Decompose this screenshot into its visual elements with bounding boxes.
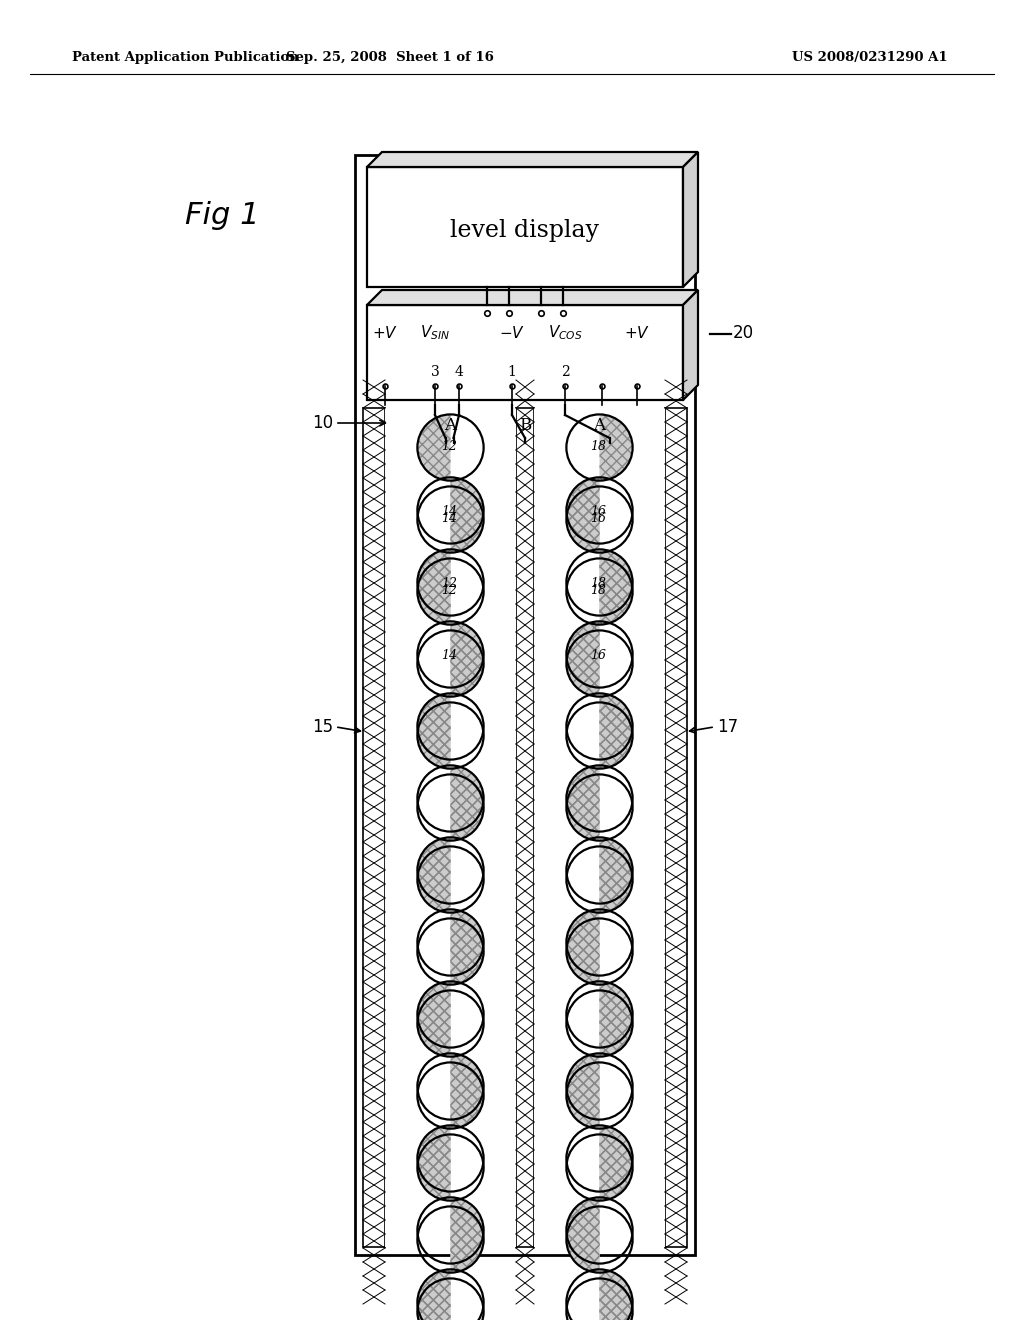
- Wedge shape: [599, 1278, 633, 1320]
- Polygon shape: [367, 152, 698, 168]
- Text: 14: 14: [441, 512, 457, 525]
- Wedge shape: [418, 1270, 451, 1320]
- Wedge shape: [451, 919, 483, 985]
- Text: $V_{COS}$: $V_{COS}$: [548, 323, 583, 342]
- Text: 14: 14: [441, 504, 457, 517]
- Text: 16: 16: [590, 649, 606, 661]
- Wedge shape: [599, 990, 633, 1056]
- Text: 20: 20: [733, 325, 754, 342]
- Text: 16: 16: [590, 512, 606, 525]
- Wedge shape: [566, 1197, 599, 1263]
- Polygon shape: [367, 290, 698, 305]
- Wedge shape: [566, 775, 599, 841]
- Bar: [516, 408, 534, 1247]
- Wedge shape: [451, 622, 483, 688]
- Wedge shape: [566, 1206, 599, 1272]
- Wedge shape: [599, 414, 633, 480]
- Bar: [385, 408, 516, 1247]
- Text: 18: 18: [590, 577, 606, 590]
- Text: 15: 15: [312, 718, 333, 735]
- Wedge shape: [418, 702, 451, 768]
- Bar: [355, 154, 695, 1255]
- Text: Patent Application Publication: Patent Application Publication: [72, 51, 299, 65]
- Text: 17: 17: [717, 718, 738, 735]
- Wedge shape: [566, 1063, 599, 1129]
- Text: 10: 10: [312, 414, 333, 432]
- Wedge shape: [418, 558, 451, 624]
- Wedge shape: [566, 631, 599, 697]
- Wedge shape: [418, 837, 451, 904]
- Wedge shape: [599, 981, 633, 1048]
- Wedge shape: [566, 909, 599, 975]
- Wedge shape: [451, 486, 483, 553]
- Text: A: A: [594, 417, 605, 434]
- Wedge shape: [599, 1270, 633, 1320]
- Text: A: A: [444, 417, 457, 434]
- Text: B: B: [519, 417, 531, 434]
- Text: $-V$: $-V$: [499, 325, 525, 341]
- Bar: [665, 408, 687, 1247]
- Bar: [367, 168, 683, 286]
- Polygon shape: [683, 290, 698, 400]
- Wedge shape: [599, 558, 633, 624]
- Wedge shape: [599, 549, 633, 615]
- Text: 18: 18: [590, 440, 606, 453]
- Text: 18: 18: [590, 583, 606, 597]
- Wedge shape: [566, 486, 599, 553]
- Wedge shape: [566, 622, 599, 688]
- Wedge shape: [451, 1206, 483, 1272]
- Text: 4: 4: [455, 366, 464, 379]
- Wedge shape: [451, 478, 483, 544]
- Text: $+V$: $+V$: [624, 325, 650, 341]
- Wedge shape: [599, 846, 633, 912]
- Text: 16: 16: [590, 504, 606, 517]
- Bar: [362, 408, 385, 1247]
- Wedge shape: [566, 919, 599, 985]
- Bar: [534, 408, 665, 1247]
- Text: $+V$: $+V$: [372, 325, 398, 341]
- Wedge shape: [599, 702, 633, 768]
- Wedge shape: [599, 1126, 633, 1192]
- Text: Fig 1: Fig 1: [184, 201, 259, 230]
- Text: 14: 14: [441, 649, 457, 661]
- Wedge shape: [451, 1063, 483, 1129]
- Wedge shape: [418, 1126, 451, 1192]
- Wedge shape: [566, 478, 599, 544]
- Text: Sep. 25, 2008  Sheet 1 of 16: Sep. 25, 2008 Sheet 1 of 16: [286, 51, 494, 65]
- Wedge shape: [599, 1134, 633, 1201]
- Wedge shape: [451, 775, 483, 841]
- Text: level display: level display: [451, 219, 599, 242]
- Wedge shape: [599, 693, 633, 759]
- Text: 12: 12: [441, 577, 457, 590]
- Text: 12: 12: [441, 583, 457, 597]
- Wedge shape: [418, 1278, 451, 1320]
- Text: 2: 2: [560, 366, 569, 379]
- Text: $V_{SIN}$: $V_{SIN}$: [420, 323, 450, 342]
- Wedge shape: [566, 1053, 599, 1119]
- Text: US 2008/0231290 A1: US 2008/0231290 A1: [793, 51, 948, 65]
- Wedge shape: [599, 837, 633, 904]
- Wedge shape: [451, 909, 483, 975]
- Text: 3: 3: [431, 366, 439, 379]
- Text: 12: 12: [441, 440, 457, 453]
- Wedge shape: [418, 846, 451, 912]
- Wedge shape: [418, 981, 451, 1048]
- Wedge shape: [451, 1053, 483, 1119]
- Wedge shape: [566, 766, 599, 832]
- Wedge shape: [418, 1134, 451, 1201]
- Bar: [367, 305, 683, 400]
- Polygon shape: [683, 152, 698, 286]
- Wedge shape: [418, 549, 451, 615]
- Wedge shape: [451, 631, 483, 697]
- Wedge shape: [418, 414, 451, 480]
- Text: 1: 1: [508, 366, 516, 379]
- Wedge shape: [451, 1197, 483, 1263]
- Wedge shape: [418, 990, 451, 1056]
- Wedge shape: [418, 693, 451, 759]
- Wedge shape: [451, 766, 483, 832]
